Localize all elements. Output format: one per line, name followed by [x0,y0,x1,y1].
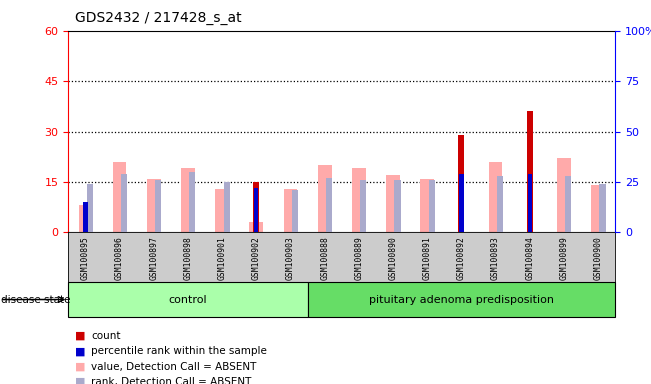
Bar [121,174,127,232]
Text: GSM100893: GSM100893 [491,236,500,280]
Text: percentile rank within the sample: percentile rank within the sample [91,346,267,356]
Bar [395,180,400,232]
Bar [292,190,298,232]
Bar [113,162,126,232]
Bar [249,222,263,232]
Bar [147,179,161,232]
Bar [600,184,605,232]
Text: GSM100902: GSM100902 [252,236,261,280]
Bar [318,165,331,232]
Text: GSM100898: GSM100898 [184,236,193,280]
Text: GSM100894: GSM100894 [525,236,534,280]
Bar [253,182,259,232]
Bar [352,169,366,232]
Bar [254,188,258,232]
Bar [307,282,615,317]
Text: GSM100889: GSM100889 [354,236,363,280]
Text: ■: ■ [75,362,85,372]
Text: pituitary adenoma predisposition: pituitary adenoma predisposition [369,295,554,305]
Bar [421,179,434,232]
Bar [284,189,298,232]
Text: GSM100903: GSM100903 [286,236,295,280]
Bar [386,175,400,232]
Bar [223,182,230,232]
Bar [565,176,572,232]
Text: GSM100890: GSM100890 [389,236,398,280]
Bar [360,180,367,232]
Text: GSM100896: GSM100896 [115,236,124,280]
Bar [181,169,195,232]
Bar [68,282,307,317]
Bar [527,174,532,232]
Text: GSM100888: GSM100888 [320,236,329,280]
Text: GSM100891: GSM100891 [422,236,432,280]
Text: ■: ■ [75,377,85,384]
Text: ■: ■ [75,331,85,341]
Bar [189,172,195,232]
Text: GSM100900: GSM100900 [594,236,603,280]
Text: control: control [169,295,207,305]
Bar [215,189,229,232]
Bar [527,111,533,232]
Text: disease state: disease state [1,295,71,305]
Text: GSM100901: GSM100901 [217,236,227,280]
Text: GSM100895: GSM100895 [81,236,90,280]
Text: value, Detection Call = ABSENT: value, Detection Call = ABSENT [91,362,256,372]
Text: GSM100897: GSM100897 [149,236,158,280]
Bar [155,180,161,232]
Bar [557,158,571,232]
Bar [83,202,88,232]
Text: GDS2432 / 217428_s_at: GDS2432 / 217428_s_at [75,11,242,25]
Bar [591,185,605,232]
Text: count: count [91,331,120,341]
Bar [87,184,93,232]
Bar [79,205,92,232]
Text: ■: ■ [75,346,85,356]
Bar [497,176,503,232]
Text: GSM100892: GSM100892 [457,236,466,280]
Bar [458,135,464,232]
Text: rank, Detection Call = ABSENT: rank, Detection Call = ABSENT [91,377,251,384]
Bar [326,178,332,232]
Text: GSM100899: GSM100899 [559,236,568,280]
Bar [459,174,464,232]
Bar [428,180,435,232]
Bar [489,162,503,232]
